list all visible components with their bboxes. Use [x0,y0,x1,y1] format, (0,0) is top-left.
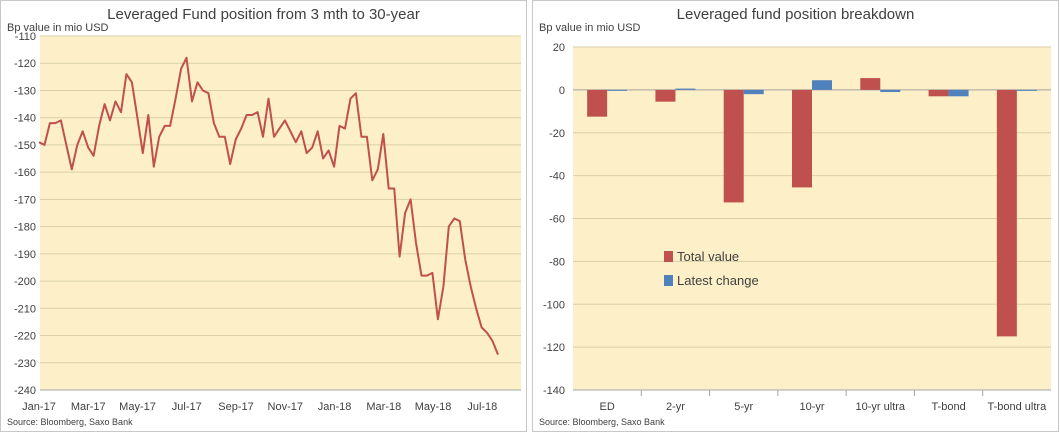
bar-latest-change [675,88,696,90]
bar-latest-change [743,89,764,95]
left-y-tick-label: -160 [14,167,36,179]
legend-label: Latest change [677,273,759,288]
left-y-tick-label: -170 [14,194,36,206]
left-y-tick-label: -190 [14,249,36,261]
right-chart-svg: 20 0 -20 -40 -60 -80 -100 -120 -140 ED 2-yr 5-yr 10-… [543,42,1051,413]
right-y-tick-label: 20 [553,42,565,54]
left-chart-panel: Leveraged Fund position from 3 mth to 30… [0,0,527,432]
left-x-tick-label: Jul-18 [467,401,497,413]
right-y-tick-label: -20 [549,128,565,140]
right-y-tick-label: -40 [549,171,565,183]
left-x-tick-label: Nov-17 [268,401,303,413]
left-y-tick-label: -240 [14,385,36,397]
bar-latest-change [948,89,969,97]
bar-total-value [587,89,608,117]
bar-latest-change [607,89,628,91]
left-x-tick-label: May-18 [415,401,452,413]
right-y-tick-label: -80 [549,256,565,268]
bar-latest-change [812,80,832,90]
left-x-tick-label: Sep-17 [218,401,253,413]
left-y-tick-label: -200 [14,276,36,288]
left-y-tick-label: -140 [14,113,36,125]
left-x-tick-label: May-17 [119,401,156,413]
bar-total-value [792,89,812,188]
right-x-tick-label: ED [600,401,615,413]
bar-total-value [655,89,676,102]
left-plot-area [40,36,521,390]
right-x-tick-label: 5-yr [734,401,753,413]
left-y-tick-label: -120 [14,58,36,70]
legend-label: Total value [677,249,739,264]
bar-total-value [996,89,1017,337]
right-x-tick-label: T-bond [931,401,965,413]
left-y-tick-label: -110 [15,31,36,43]
left-x-tick-label: Mar-18 [366,401,401,413]
right-x-tick-label: 10-yr [799,401,824,413]
right-y-tick-label: -140 [543,385,565,397]
bar-total-value [860,78,881,90]
left-x-tick-label: Jul-17 [172,401,202,413]
right-x-tick-label: 2-yr [666,401,685,413]
left-y-tick-label: -130 [14,85,36,97]
legend-swatch [664,251,673,262]
right-x-tick-label: T-bond ultra [988,401,1048,413]
left-x-tick-label: Jan-17 [22,401,56,413]
left-y-tick-label: -220 [14,331,36,343]
left-chart-ylabel: Bp value in mio USD [7,22,109,34]
left-chart-title: Leveraged Fund position from 3 mth to 30… [107,6,420,23]
right-chart-panel: Leveraged fund position breakdown Bp val… [532,0,1059,432]
right-chart-source: Source: Bloomberg, Saxo Bank [539,417,665,427]
right-chart-ylabel: Bp value in mio USD [539,22,641,34]
left-y-tick-label: -180 [14,222,36,234]
right-y-tick-label: 0 [559,85,565,97]
legend-swatch [664,275,673,286]
left-y-tick-label: -230 [14,358,36,370]
left-chart-source: Source: Bloomberg, Saxo Bank [7,417,133,427]
left-chart-svg: -110 -120 -130 -140 -150 -160 -170 -180 -190 -200… [14,31,521,413]
bar-total-value [723,89,744,203]
left-x-tick-label: Jan-18 [318,401,352,413]
right-x-tick-label: 10-yr ultra [856,401,906,413]
bar-latest-change [880,89,901,93]
bar-total-value [928,89,949,97]
right-y-tick-label: -120 [543,342,565,354]
right-y-tick-label: -60 [549,214,565,226]
left-y-tick-label: -210 [14,303,36,315]
left-series-line [38,56,499,355]
right-chart-title: Leveraged fund position breakdown [676,6,915,23]
bar-latest-change [1016,89,1037,91]
left-y-tick-label: -150 [14,140,36,152]
left-x-tick-label: Mar-17 [71,401,106,413]
right-y-tick-label: -100 [543,299,565,311]
